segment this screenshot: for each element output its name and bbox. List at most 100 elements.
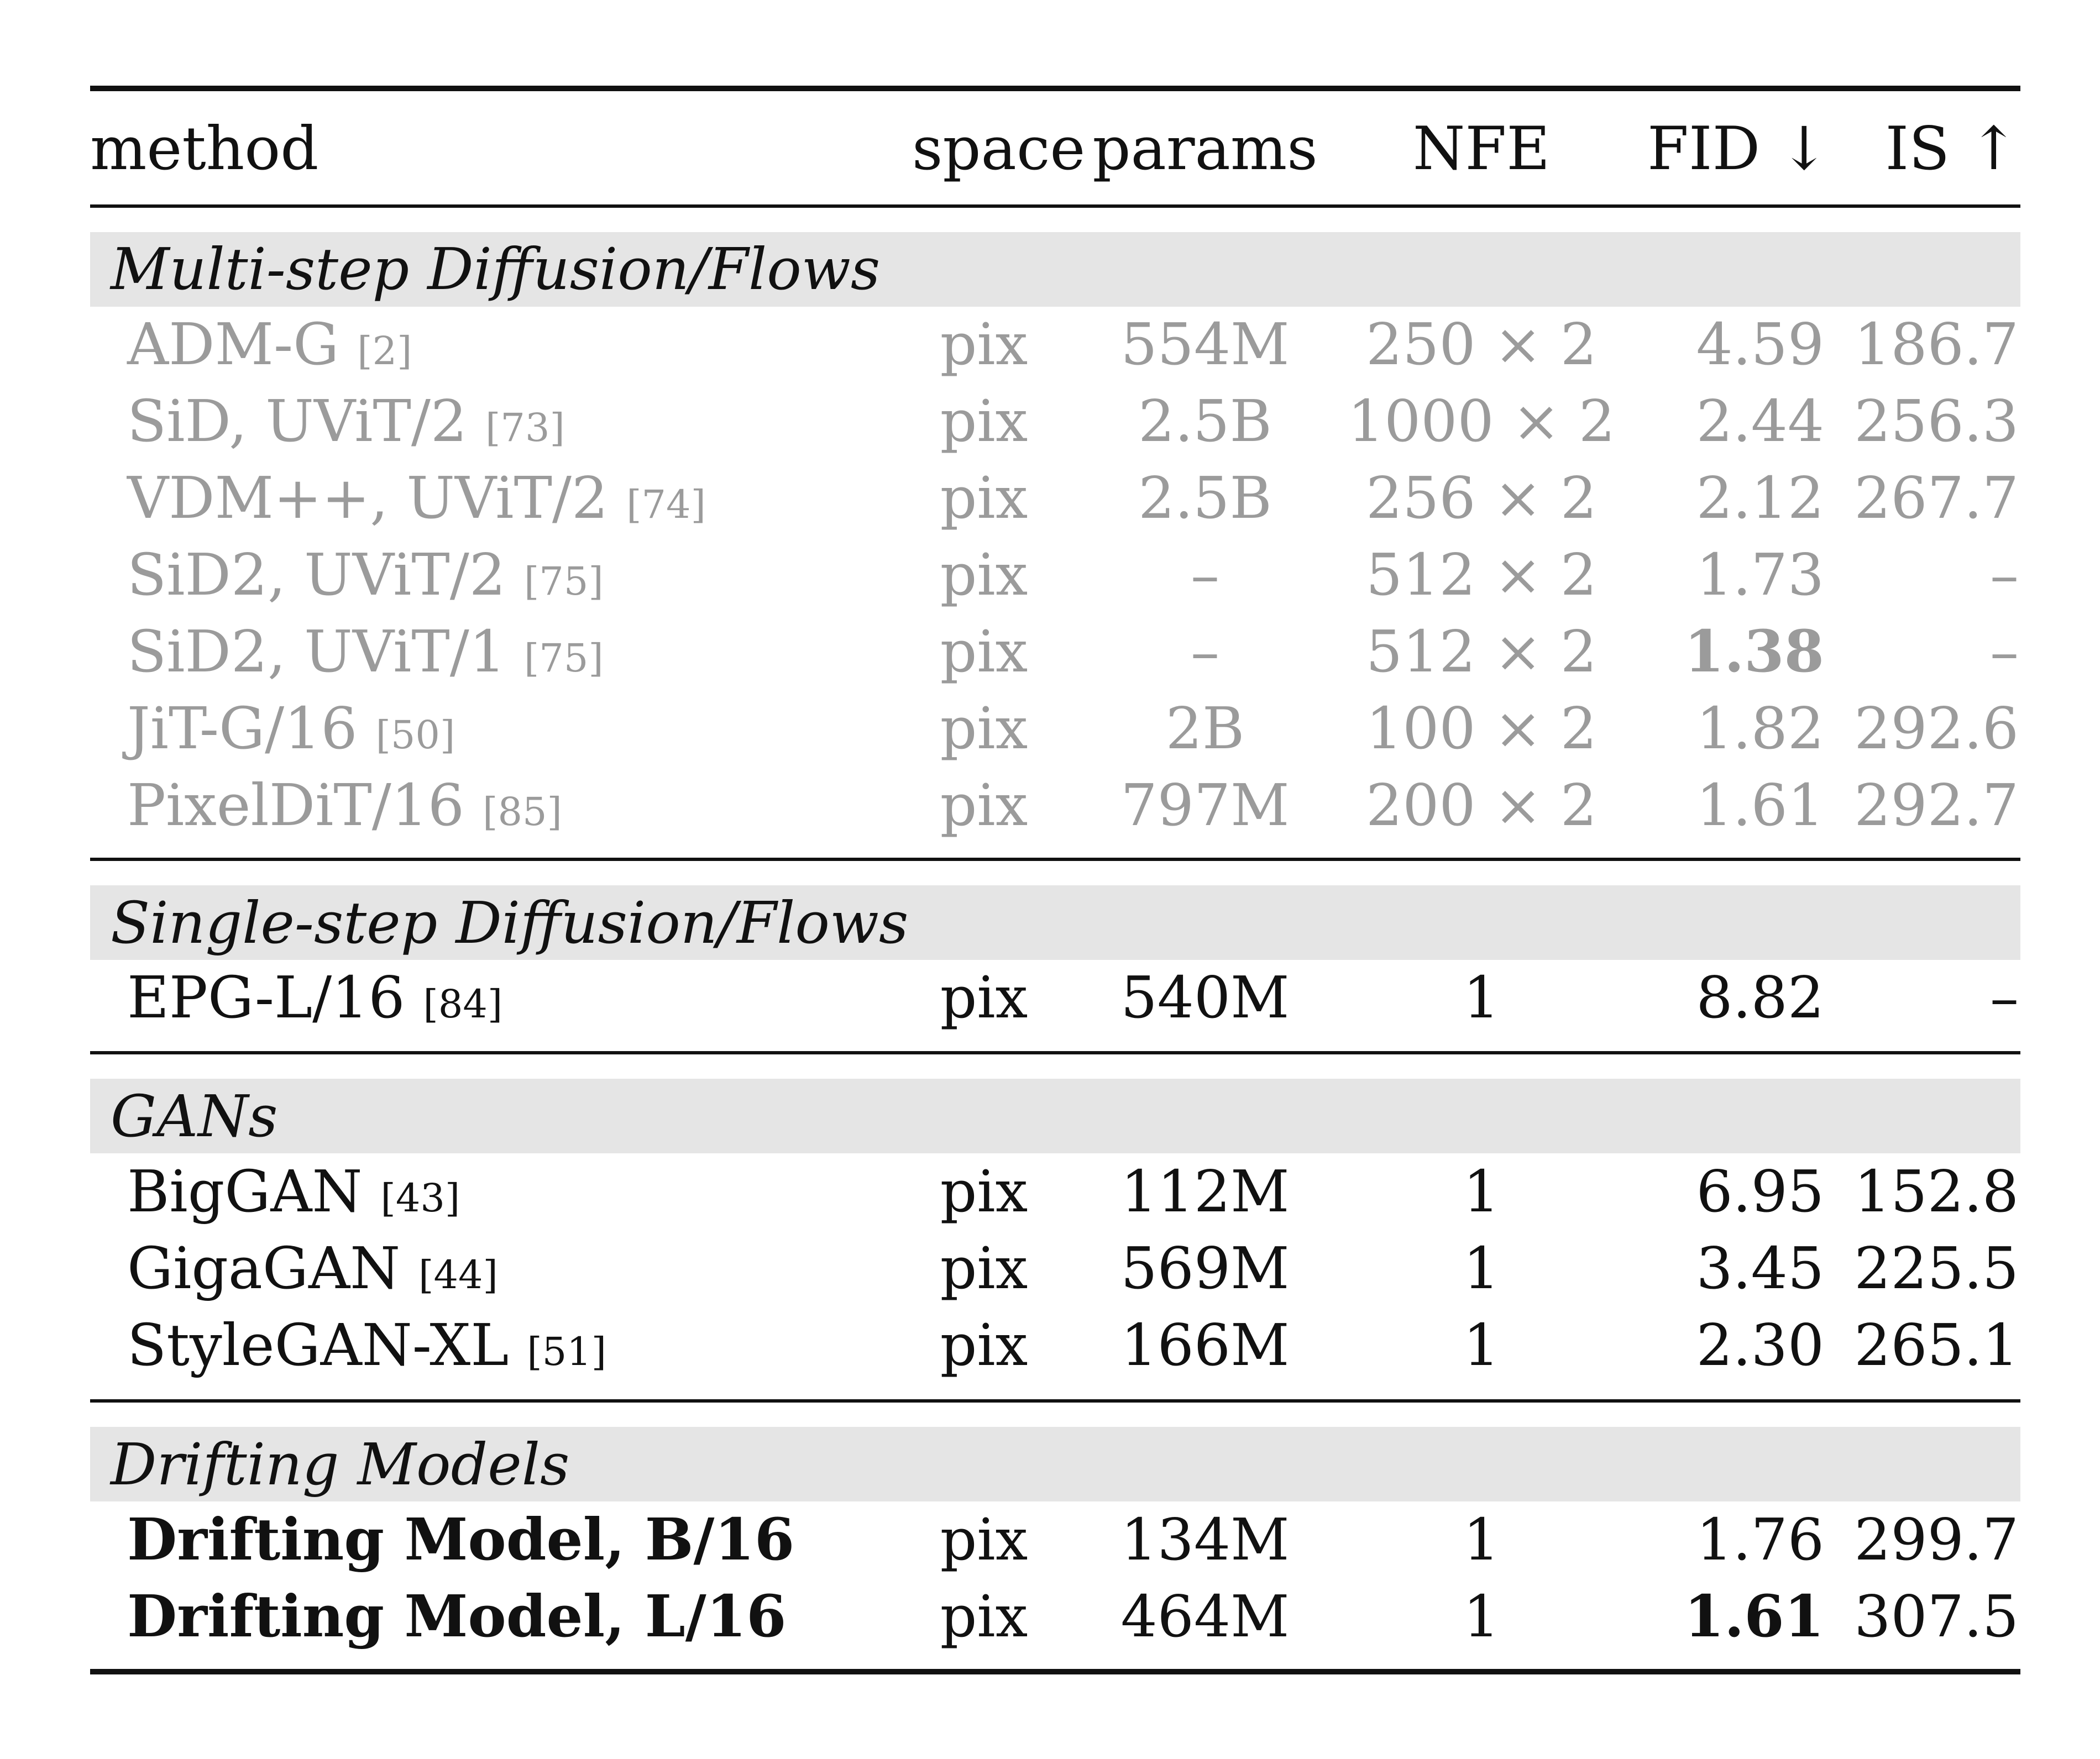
is-cell: 256.3 xyxy=(1854,387,2019,455)
is-cell: 225.5 xyxy=(1854,1235,2019,1302)
citation: [75] xyxy=(524,559,604,604)
citation: [74] xyxy=(626,482,706,527)
fid-cell: 4.59 xyxy=(1696,311,1824,378)
method-cell: PixelDiT/16 [85] xyxy=(127,771,562,839)
section-band xyxy=(90,232,2020,307)
section-band xyxy=(90,885,2020,960)
is-cell: 265.1 xyxy=(1854,1311,2019,1379)
params-cell: 540M xyxy=(1120,964,1290,1031)
nfe-cell: 512 × 2 xyxy=(1366,618,1597,685)
top-rule xyxy=(90,86,2020,91)
space-cell: pix xyxy=(940,964,1028,1031)
fid-cell-best: 1.61 xyxy=(1684,1582,1824,1650)
citation: [51] xyxy=(527,1329,607,1374)
space-cell: pix xyxy=(940,1506,1028,1573)
fid-cell: 2.44 xyxy=(1696,387,1824,455)
is-cell: 292.7 xyxy=(1854,771,2019,839)
header-is: IS ↑ xyxy=(1885,114,2019,183)
section-rule xyxy=(90,858,2020,861)
method-cell: SiD2, UViT/2 [75] xyxy=(127,541,604,608)
nfe-cell: 1 xyxy=(1463,1506,1500,1573)
citation: [75] xyxy=(524,636,604,681)
fid-cell: 1.76 xyxy=(1696,1506,1824,1573)
citation: [44] xyxy=(418,1252,498,1298)
section-band xyxy=(90,1427,2020,1501)
method-cell: Drifting Model, L/16 xyxy=(127,1582,787,1650)
params-cell: 112M xyxy=(1120,1158,1290,1225)
section-rule xyxy=(90,1051,2020,1054)
space-cell: pix xyxy=(940,1311,1028,1379)
is-cell: 152.8 xyxy=(1854,1158,2019,1225)
params-cell: 797M xyxy=(1120,771,1290,839)
citation: [73] xyxy=(485,405,565,450)
fid-cell: 2.12 xyxy=(1696,464,1824,532)
fid-cell: 1.82 xyxy=(1696,695,1824,762)
is-cell: – xyxy=(1990,618,2019,685)
header-nfe: NFE xyxy=(1412,114,1551,183)
citation: [84] xyxy=(423,981,503,1027)
params-cell: 464M xyxy=(1120,1583,1290,1650)
header-space: space xyxy=(912,114,1086,183)
method-cell: VDM++, UViT/2 [74] xyxy=(127,464,706,532)
method-cell: Drifting Model, B/16 xyxy=(127,1505,795,1573)
section-title: Drifting Models xyxy=(111,1431,570,1498)
method-cell: EPG-L/16 [84] xyxy=(127,964,503,1031)
params-cell: 166M xyxy=(1120,1311,1290,1379)
fid-cell: 8.82 xyxy=(1696,964,1824,1031)
bottom-rule xyxy=(90,1669,2020,1674)
space-cell: pix xyxy=(940,464,1028,532)
fid-cell: 3.45 xyxy=(1696,1235,1824,1302)
method-cell: GigaGAN [44] xyxy=(127,1235,498,1302)
space-cell: pix xyxy=(940,1583,1028,1650)
is-cell: 186.7 xyxy=(1854,311,2019,378)
params-cell: 2.5B xyxy=(1138,387,1272,455)
section-title: GANs xyxy=(111,1083,278,1150)
fid-cell: 2.30 xyxy=(1696,1311,1824,1379)
nfe-cell: 256 × 2 xyxy=(1366,464,1597,532)
space-cell: pix xyxy=(940,618,1028,685)
is-cell: – xyxy=(1990,964,2019,1031)
params-cell: 554M xyxy=(1120,311,1290,378)
fid-cell-best: 1.38 xyxy=(1684,617,1824,685)
nfe-cell: 250 × 2 xyxy=(1366,311,1597,378)
header-method: method xyxy=(90,114,319,183)
nfe-cell: 1 xyxy=(1463,1583,1500,1650)
method-cell: SiD2, UViT/1 [75] xyxy=(127,618,604,685)
space-cell: pix xyxy=(940,695,1028,762)
params-cell: 569M xyxy=(1120,1235,1290,1302)
header-fid: FID ↓ xyxy=(1647,114,1830,183)
header-params: params xyxy=(1092,114,1318,183)
space-cell: pix xyxy=(940,1158,1028,1225)
citation: [50] xyxy=(375,712,455,758)
params-cell: 2B xyxy=(1165,695,1245,762)
is-cell: 267.7 xyxy=(1854,464,2019,532)
space-cell: pix xyxy=(940,771,1028,839)
header-rule xyxy=(90,204,2020,208)
fid-cell: 6.95 xyxy=(1696,1158,1824,1225)
is-cell: 292.6 xyxy=(1854,695,2019,762)
method-cell: JiT-G/16 [50] xyxy=(127,695,455,762)
nfe-cell: 100 × 2 xyxy=(1366,695,1597,762)
nfe-cell: 512 × 2 xyxy=(1366,541,1597,608)
nfe-cell: 1 xyxy=(1463,964,1500,1031)
is-cell: 307.5 xyxy=(1854,1583,2019,1650)
nfe-cell: 1 xyxy=(1463,1158,1500,1225)
nfe-cell: 200 × 2 xyxy=(1366,771,1597,839)
section-title: Multi-step Diffusion/Flows xyxy=(111,235,881,303)
is-cell: – xyxy=(1990,541,2019,608)
nfe-cell: 1000 × 2 xyxy=(1347,387,1616,455)
citation: [2] xyxy=(357,328,412,374)
fid-cell: 1.61 xyxy=(1696,771,1824,839)
space-cell: pix xyxy=(940,541,1028,608)
section-band xyxy=(90,1079,2020,1153)
method-cell: BigGAN [43] xyxy=(127,1158,460,1225)
fid-cell: 1.73 xyxy=(1696,541,1824,608)
method-cell: SiD, UViT/2 [73] xyxy=(127,387,565,455)
params-cell: 134M xyxy=(1120,1506,1290,1573)
space-cell: pix xyxy=(940,387,1028,455)
citation: [85] xyxy=(483,789,562,834)
nfe-cell: 1 xyxy=(1463,1235,1500,1302)
params-cell: – xyxy=(1191,618,1219,685)
citation: [43] xyxy=(380,1175,460,1221)
